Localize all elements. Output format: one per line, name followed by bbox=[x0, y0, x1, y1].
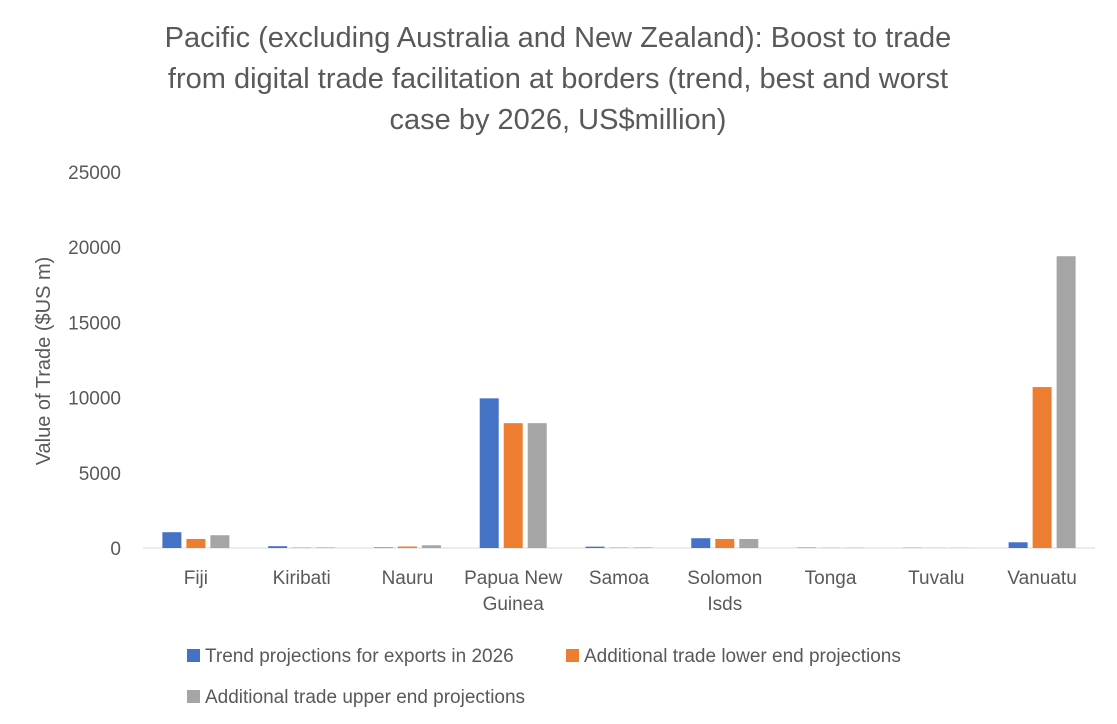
y-tick-label: 0 bbox=[110, 539, 121, 560]
bars bbox=[162, 256, 1076, 548]
bar-series-2-5 bbox=[715, 538, 735, 548]
chart-title-line-3: case by 2026, US$million) bbox=[390, 104, 727, 136]
x-tick-label: Solomon bbox=[687, 568, 762, 589]
bar-series-1-0 bbox=[162, 532, 182, 548]
legend-label-2: Additional trade lower end projections bbox=[584, 646, 901, 667]
y-tick-label: 25000 bbox=[68, 163, 121, 184]
bar-series-1-1 bbox=[268, 546, 288, 548]
bar-series-2-2 bbox=[397, 546, 417, 548]
legend-label-3: Additional trade upper end projections bbox=[205, 687, 525, 708]
bar-series-3-3 bbox=[527, 423, 547, 548]
legend-label-1: Trend projections for exports in 2026 bbox=[205, 646, 514, 667]
bar-series-3-1 bbox=[316, 547, 336, 548]
x-axis-ticks: Fiji Kiribati Nauru Papua New Guinea Samoa Sol… bbox=[184, 568, 1077, 615]
bar-series-3-4 bbox=[633, 547, 653, 548]
x-tick-label: Isds bbox=[707, 594, 742, 615]
legend-swatch-1 bbox=[187, 649, 200, 662]
chart-title-line-2: from digital trade facilitation at borde… bbox=[168, 63, 948, 95]
bar-series-1-8 bbox=[1008, 542, 1028, 548]
x-tick-label: Tuvalu bbox=[908, 568, 964, 589]
x-tick-label: Nauru bbox=[382, 568, 434, 589]
bar-series-3-2 bbox=[421, 545, 441, 548]
bar-series-2-8 bbox=[1032, 387, 1052, 548]
x-tick-label: Fiji bbox=[184, 568, 208, 589]
chart-title: Pacific (excluding Australia and New Zea… bbox=[165, 22, 952, 136]
legend: Trend projections for exports in 2026 Add… bbox=[187, 646, 901, 708]
legend-swatch-3 bbox=[187, 690, 200, 703]
bar-series-1-5 bbox=[691, 538, 711, 548]
x-tick-label: Tonga bbox=[805, 568, 857, 589]
bar-series-3-8 bbox=[1056, 256, 1076, 548]
bar-series-1-3 bbox=[479, 398, 499, 548]
x-tick-label: Kiribati bbox=[273, 568, 331, 589]
bar-series-1-4 bbox=[585, 546, 605, 548]
chart-title-line-1: Pacific (excluding Australia and New Zea… bbox=[165, 22, 952, 54]
legend-swatch-2 bbox=[566, 649, 579, 662]
bar-series-1-2 bbox=[373, 547, 393, 548]
x-tick-label: Papua New bbox=[464, 568, 563, 589]
y-axis-ticks: 0 5000 10000 15000 20000 25000 bbox=[68, 163, 121, 560]
bar-series-2-3 bbox=[503, 423, 523, 548]
y-axis-label: Value of Trade ($US m) bbox=[33, 257, 55, 466]
y-tick-label: 5000 bbox=[79, 464, 121, 485]
bar-series-3-5 bbox=[739, 538, 759, 548]
x-tick-label: Vanuatu bbox=[1007, 568, 1076, 589]
x-tick-label: Guinea bbox=[483, 594, 545, 615]
y-tick-label: 10000 bbox=[68, 389, 121, 410]
y-tick-label: 20000 bbox=[68, 238, 121, 259]
x-tick-label: Samoa bbox=[589, 568, 650, 589]
y-tick-label: 15000 bbox=[68, 313, 121, 334]
bar-series-3-0 bbox=[210, 535, 230, 548]
bar-series-2-0 bbox=[186, 538, 206, 548]
